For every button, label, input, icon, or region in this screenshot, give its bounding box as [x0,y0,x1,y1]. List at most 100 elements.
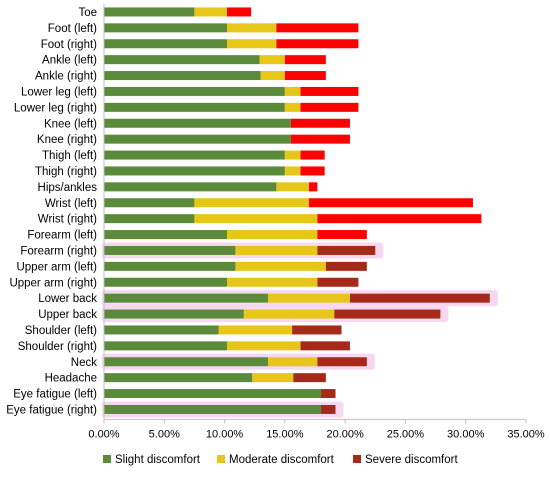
bar-segment [104,23,227,33]
bar-segment [290,134,350,144]
bar-segment [317,214,482,224]
legend-swatch [217,455,225,463]
x-tick-label: 35.00% [507,428,545,440]
bar-segment [104,230,227,240]
x-tick-label: 0.00% [88,428,119,440]
bar-segment [226,277,318,287]
x-tick-label: 10.00% [206,428,244,440]
bar-segment [252,373,294,383]
bar-segment [226,230,318,240]
bar-segment [104,134,291,144]
category-label: Forearm (right) [20,245,97,257]
bar-segment [300,341,350,351]
bar-segment [104,277,227,287]
category-label: Ankle (left) [42,55,97,67]
x-tick-label: 25.00% [387,428,425,440]
category-label: Upper arm (left) [16,261,97,273]
x-tick-label: 15.00% [266,428,304,440]
category-label: Toe [78,7,97,19]
bar-segment [104,373,253,383]
category-label: Headache [45,373,97,385]
bar-segment [276,182,309,192]
bar-segment [290,118,350,128]
category-label: Eye fatigue (left) [13,389,97,401]
bar-segment [300,102,359,112]
bar-segment [284,102,301,112]
bar-segment [308,198,473,208]
bar-segment [308,182,318,192]
bar-segment [104,214,195,224]
bar-segment [194,214,318,224]
category-label: Neck [71,357,97,369]
bar-segment [292,325,342,335]
bar-segment [194,7,227,17]
bar-segment [284,166,301,176]
category-label: Knee (left) [44,118,97,130]
bar-segment [104,150,285,160]
bar-segment [104,166,285,176]
bar-segment [104,293,268,303]
bar-segment [321,404,336,414]
category-label: Eye fatigue (right) [6,404,97,416]
category-label: Forearm (left) [27,230,97,242]
bar-segment [284,150,301,160]
bar-segment [243,309,335,319]
bar-segment [104,341,227,351]
bar-segment [104,245,236,255]
category-label: Foot (left) [48,23,97,35]
bar-segment [235,245,318,255]
bar-segment [104,55,260,65]
bar-segment [104,404,322,414]
category-label: Thigh (left) [42,150,97,162]
bar-segment [104,325,219,335]
bar-segment [300,166,325,176]
bars-group [104,7,490,414]
legend-swatch [103,455,111,463]
bar-segment [194,198,309,208]
bar-segment [104,357,268,367]
x-axis-ticks: 0.00% 5.00% 10.00% 15.00% 20.00% 25.00% 30.00%… [88,419,545,440]
bar-segment [226,23,277,33]
bar-segment [226,341,301,351]
bar-segment [267,293,350,303]
bar-segment [276,23,359,33]
bar-segment [267,357,318,367]
legend-label: Moderate discomfort [229,454,335,466]
bar-segment [104,389,322,399]
legend-label: Severe discomfort [365,454,458,466]
category-label: Shoulder (left) [25,325,97,337]
bar-segment [325,261,367,271]
bar-segment [104,39,227,49]
category-label: Lower leg (left) [21,86,97,98]
category-labels: Toe Foot (left) Foot (right) Ankle (left) An… [6,7,97,417]
category-label: Shoulder (right) [18,341,97,353]
x-tick-label: 30.00% [447,428,485,440]
category-label: Knee (right) [37,134,97,146]
category-label: Hips/ankles [38,182,98,194]
legend-label: Slight discomfort [115,454,201,466]
bar-segment [317,230,367,240]
x-tick-label: 20.00% [326,428,364,440]
bar-segment [104,118,291,128]
bar-segment [104,7,195,17]
bar-segment [300,150,325,160]
bar-segment [284,71,326,81]
category-label: Lower back [38,293,97,305]
bar-segment [260,71,285,81]
bar-segment [293,373,326,383]
bar-segment [104,198,195,208]
bar-segment [226,39,277,49]
x-tick-label: 5.00% [149,428,180,440]
bar-segment [321,389,336,399]
bar-segment [104,102,285,112]
bar-segment [104,71,261,81]
bar-segment [317,357,367,367]
legend-swatch [353,455,361,463]
category-label: Thigh (right) [35,166,97,178]
bar-segment [104,86,285,96]
category-label: Lower leg (right) [14,102,97,114]
bar-segment [235,261,326,271]
bar-segment [284,86,301,96]
bar-segment [317,245,376,255]
category-label: Upper back [38,309,97,321]
